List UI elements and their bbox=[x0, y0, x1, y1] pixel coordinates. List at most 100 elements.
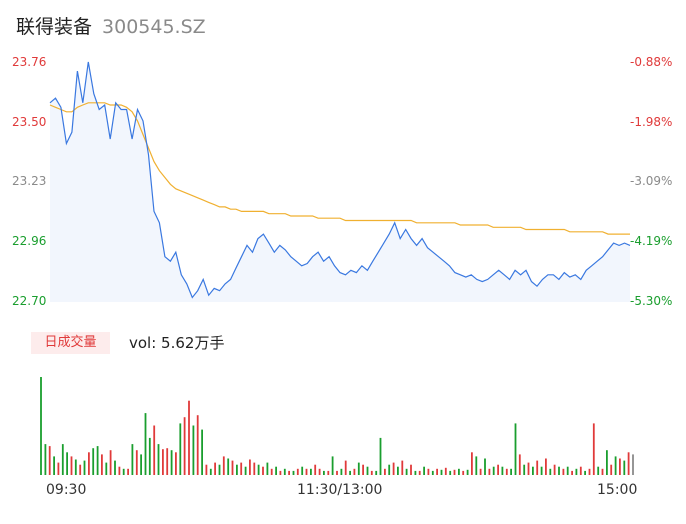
volume-bar bbox=[632, 454, 634, 475]
volume-bar bbox=[275, 466, 277, 475]
stock-title: 联得装备 300545.SZ bbox=[16, 12, 206, 39]
volume-bar bbox=[540, 466, 543, 475]
volume-bar bbox=[40, 377, 42, 475]
volume-bar bbox=[427, 468, 430, 475]
volume-bar bbox=[88, 452, 90, 475]
x-tick-midday: 11:30/13:00 bbox=[297, 482, 383, 498]
volume-bar bbox=[601, 468, 604, 475]
volume-bar bbox=[323, 470, 325, 475]
y-tick-right-1: -1.98% bbox=[630, 115, 673, 129]
volume-bar bbox=[283, 468, 286, 475]
volume-bar bbox=[192, 425, 195, 475]
volume-bar bbox=[209, 468, 212, 475]
volume-bar bbox=[471, 452, 473, 475]
volume-bar bbox=[414, 470, 417, 475]
y-tick-left-2: 23.23 bbox=[12, 174, 47, 188]
volume-bar bbox=[327, 470, 330, 475]
volume-bar bbox=[510, 468, 512, 475]
volume-bar bbox=[175, 452, 177, 475]
volume-bar bbox=[270, 468, 273, 475]
volume-bar bbox=[553, 464, 556, 475]
volume-bar bbox=[405, 468, 408, 475]
volume-bar bbox=[288, 470, 290, 475]
volume-bar bbox=[231, 460, 234, 475]
volume-bar bbox=[179, 423, 182, 475]
volume-bar bbox=[462, 470, 465, 475]
volume-bar bbox=[375, 470, 378, 475]
volume-bar bbox=[532, 466, 534, 475]
volume-bar bbox=[249, 459, 251, 475]
volume-bar bbox=[109, 450, 112, 475]
volume-bar bbox=[140, 454, 142, 475]
volume-bar bbox=[397, 466, 399, 475]
volume-bar bbox=[597, 466, 600, 475]
volume-bar bbox=[292, 470, 295, 475]
volume-bar bbox=[458, 468, 460, 475]
volume-bar bbox=[301, 466, 304, 475]
x-tick-open: 09:30 bbox=[46, 482, 87, 498]
volume-bar bbox=[610, 464, 613, 475]
volume-bar bbox=[536, 460, 539, 475]
volume-bar bbox=[262, 466, 264, 475]
volume-tag[interactable]: 日成交量 bbox=[31, 332, 110, 354]
volume-bar bbox=[257, 464, 260, 475]
volume-bar bbox=[501, 466, 504, 475]
volume-bar bbox=[584, 470, 586, 475]
volume-bar bbox=[492, 466, 495, 475]
volume-bar bbox=[236, 464, 238, 475]
volume-bar bbox=[562, 468, 565, 475]
volume-bar bbox=[344, 460, 347, 475]
volume-bar bbox=[614, 456, 617, 475]
volume-bar bbox=[606, 450, 608, 475]
volume-bar bbox=[588, 468, 591, 475]
volume-bar bbox=[296, 468, 299, 475]
volume-bar bbox=[579, 466, 582, 475]
volume-bar bbox=[266, 462, 269, 475]
volume-bar bbox=[627, 452, 630, 475]
volume-bar bbox=[336, 470, 338, 475]
volume-bar bbox=[431, 470, 434, 475]
volume-bar bbox=[401, 460, 404, 475]
volume-bar bbox=[305, 468, 308, 475]
volume-bar bbox=[66, 452, 68, 475]
volume-bar bbox=[436, 468, 438, 475]
price-area bbox=[50, 62, 630, 302]
y-tick-right-2: -3.09% bbox=[630, 174, 673, 188]
volume-bar bbox=[449, 470, 452, 475]
y-tick-left-0: 23.76 bbox=[12, 55, 47, 69]
volume-bar bbox=[566, 466, 569, 475]
y-tick-right-4: -5.30% bbox=[630, 294, 673, 308]
volume-bar bbox=[484, 458, 486, 475]
volume-bar bbox=[101, 454, 103, 475]
volume-bar bbox=[183, 417, 186, 475]
volume-bar bbox=[74, 459, 77, 475]
volume-bar bbox=[366, 466, 369, 475]
volume-bar bbox=[418, 470, 421, 475]
volume-bar bbox=[453, 469, 456, 475]
volume-bar bbox=[222, 456, 225, 475]
volume-bar bbox=[135, 450, 138, 475]
volume-bar bbox=[218, 464, 221, 475]
volume-bar bbox=[318, 468, 321, 475]
volume-bar bbox=[70, 456, 73, 475]
volume-bar bbox=[619, 458, 621, 475]
volume-label: vol: 5.62万手 bbox=[129, 334, 225, 352]
volume-bar bbox=[196, 415, 199, 475]
volume-bar bbox=[44, 444, 47, 475]
volume-bar bbox=[227, 458, 230, 475]
volume-bar bbox=[475, 456, 478, 475]
volume-bar bbox=[466, 469, 469, 475]
y-tick-right-3: -4.19% bbox=[630, 234, 673, 248]
volume-bar bbox=[166, 448, 169, 475]
volume-bar bbox=[53, 456, 55, 475]
volume-bar bbox=[205, 464, 208, 475]
volume-bar bbox=[370, 470, 373, 475]
volume-bar bbox=[349, 470, 351, 475]
volume-bar bbox=[623, 460, 626, 475]
volume-bar bbox=[549, 468, 552, 475]
volume-bar bbox=[331, 456, 334, 475]
volume-bar bbox=[392, 462, 395, 475]
volume-bar bbox=[388, 464, 391, 475]
volume-bar bbox=[423, 466, 425, 475]
